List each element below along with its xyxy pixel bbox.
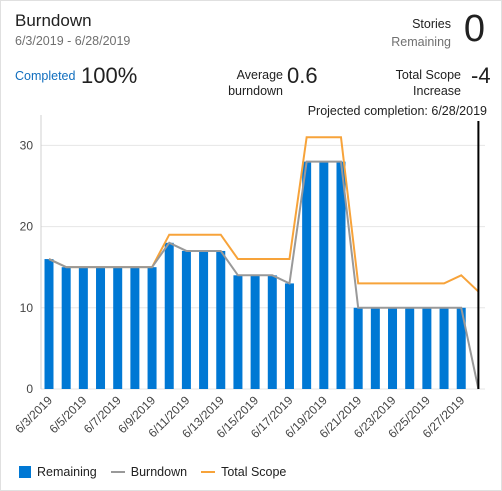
bar-remaining <box>113 267 123 389</box>
bar-remaining <box>456 307 466 389</box>
y-tick-label: 10 <box>20 301 34 315</box>
bar-remaining <box>267 275 277 389</box>
bar-remaining <box>199 250 209 389</box>
date-range: 6/3/2019 - 6/28/2019 <box>15 34 131 48</box>
completed-label: Completed <box>15 69 76 83</box>
average-label-line2: burndown <box>228 84 283 98</box>
legend-item-remaining[interactable]: Remaining <box>19 465 97 479</box>
bar-remaining <box>96 267 106 389</box>
stats-row: Completed 100% Average burndown 0.6 Tota… <box>1 63 501 103</box>
bar-remaining <box>405 307 415 389</box>
bar-remaining <box>439 307 449 389</box>
legend-label-remaining: Remaining <box>37 465 97 479</box>
bar-remaining <box>61 267 71 389</box>
average-burndown-value: 0.6 <box>287 63 318 88</box>
completed-value: 100% <box>81 63 138 88</box>
bar-remaining <box>233 275 243 389</box>
bar-remaining <box>44 259 54 389</box>
total-scope-swatch <box>201 471 216 473</box>
widget-title: Burndown <box>15 11 92 30</box>
line-burndown <box>48 160 480 390</box>
burndown-chart: 01020306/3/20196/5/20196/7/20196/9/20196… <box>12 115 485 441</box>
scope-label-line2: Increase <box>413 84 461 98</box>
scope-label-line1: Total Scope <box>395 68 461 82</box>
chart-legend: Remaining Burndown Total Scope <box>19 465 300 479</box>
y-tick-label: 30 <box>20 138 34 152</box>
remaining-value: 0 <box>463 8 485 50</box>
legend-item-total-scope[interactable]: Total Scope <box>201 465 286 479</box>
y-tick-label: 0 <box>26 382 33 396</box>
bar-remaining <box>370 307 380 389</box>
scope-increase-value: -4 <box>471 63 491 88</box>
remaining-label: Remaining <box>391 35 451 49</box>
bar-remaining <box>147 267 157 389</box>
bar-remaining <box>78 267 88 389</box>
bar-remaining <box>284 283 294 389</box>
burndown-swatch <box>110 471 125 473</box>
stories-label: Stories <box>412 17 451 31</box>
bar-remaining <box>319 161 329 389</box>
bar-remaining <box>216 250 226 389</box>
average-label-line1: Average <box>236 68 283 82</box>
bar-remaining <box>388 307 398 389</box>
bar-remaining <box>164 242 174 389</box>
bar-remaining <box>422 307 432 389</box>
bar-remaining <box>181 250 191 389</box>
projected-completion: Projected completion: 6/28/2019 <box>307 104 487 118</box>
legend-item-burndown[interactable]: Burndown <box>110 465 188 479</box>
bar-remaining <box>336 161 346 389</box>
legend-label-burndown: Burndown <box>130 465 188 479</box>
bar-remaining <box>130 267 140 389</box>
stories-remaining-label: Stories Remaining <box>391 15 451 51</box>
y-tick-label: 20 <box>20 220 34 234</box>
bar-remaining <box>353 307 363 389</box>
average-burndown-label: Average burndown <box>221 67 283 99</box>
bar-remaining <box>250 275 260 389</box>
scope-increase-label: Total Scope Increase <box>385 67 461 99</box>
bar-remaining <box>302 161 312 389</box>
legend-label-total-scope: Total Scope <box>221 465 287 479</box>
remaining-swatch <box>19 466 31 478</box>
